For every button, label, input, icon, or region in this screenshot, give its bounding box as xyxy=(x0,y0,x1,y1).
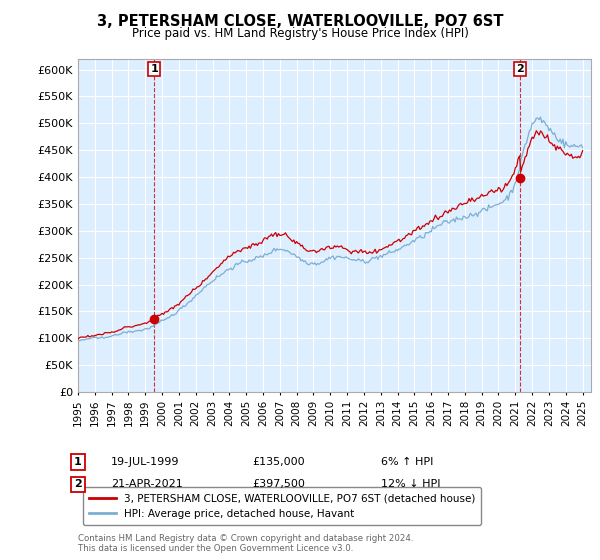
Text: Contains HM Land Registry data © Crown copyright and database right 2024.
This d: Contains HM Land Registry data © Crown c… xyxy=(78,534,413,553)
Text: £397,500: £397,500 xyxy=(252,479,305,489)
Text: 19-JUL-1999: 19-JUL-1999 xyxy=(111,457,179,467)
Text: £135,000: £135,000 xyxy=(252,457,305,467)
Text: 1: 1 xyxy=(151,64,158,74)
Text: 1: 1 xyxy=(74,457,82,467)
Text: 12% ↓ HPI: 12% ↓ HPI xyxy=(381,479,440,489)
Text: 2: 2 xyxy=(517,64,524,74)
Legend: 3, PETERSHAM CLOSE, WATERLOOVILLE, PO7 6ST (detached house), HPI: Average price,: 3, PETERSHAM CLOSE, WATERLOOVILLE, PO7 6… xyxy=(83,487,481,525)
Text: 6% ↑ HPI: 6% ↑ HPI xyxy=(381,457,433,467)
Text: 21-APR-2021: 21-APR-2021 xyxy=(111,479,183,489)
Text: 2: 2 xyxy=(74,479,82,489)
Text: 3, PETERSHAM CLOSE, WATERLOOVILLE, PO7 6ST: 3, PETERSHAM CLOSE, WATERLOOVILLE, PO7 6… xyxy=(97,14,503,29)
Text: Price paid vs. HM Land Registry's House Price Index (HPI): Price paid vs. HM Land Registry's House … xyxy=(131,27,469,40)
